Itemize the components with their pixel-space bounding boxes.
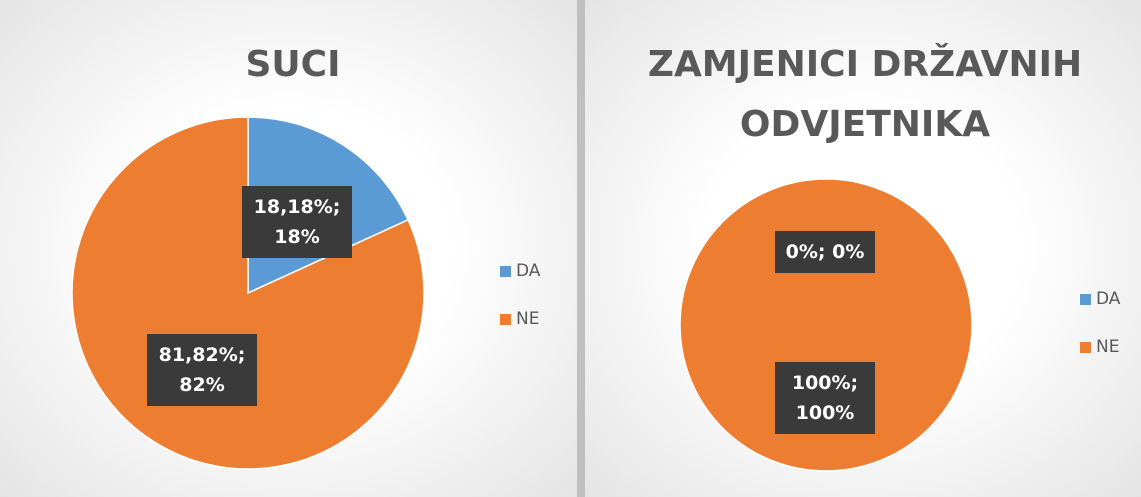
chart-panel: 0%; 0% 100%; 100% DA NE ZAMJENICI DRŽAVNIH O… <box>585 0 1141 497</box>
legend-item: DA <box>500 261 540 281</box>
pie-slice <box>679 178 973 472</box>
legend-label: DA <box>1096 289 1121 309</box>
legend-swatch <box>500 265 511 277</box>
legend-item: DA <box>1080 289 1120 309</box>
chart-title: SUCI <box>245 44 341 85</box>
chart-title: ZAMJENICI DRŽAVNIH ODVJETNIKA <box>647 44 1083 145</box>
data-label: 18,18%; 18% <box>242 186 352 258</box>
chart-panel: 18,18%; 18% 81,82%; 82% DA NE SUCI <box>0 0 577 497</box>
legend-label: DA <box>516 261 541 281</box>
legend-swatch <box>1080 341 1091 353</box>
data-label: 100%; 100% <box>775 362 875 434</box>
legend-label: NE <box>516 309 540 329</box>
legend-swatch <box>1080 293 1091 305</box>
pie-chart <box>679 178 973 472</box>
legend-label: NE <box>1096 337 1120 357</box>
data-label: 0%; 0% <box>775 231 875 273</box>
legend-item: NE <box>1080 337 1119 357</box>
legend-swatch <box>500 313 511 325</box>
data-label: 81,82%; 82% <box>147 334 257 406</box>
legend-item: NE <box>500 309 539 329</box>
